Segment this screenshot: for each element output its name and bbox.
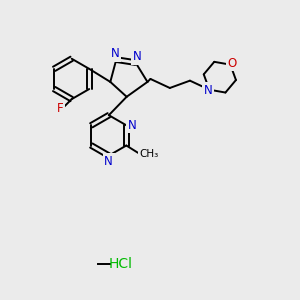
Text: N: N bbox=[110, 47, 119, 60]
Text: N: N bbox=[128, 119, 137, 132]
Text: F: F bbox=[57, 102, 64, 115]
Text: N: N bbox=[104, 155, 113, 168]
Text: CH₃: CH₃ bbox=[139, 149, 158, 159]
Text: N: N bbox=[133, 50, 141, 63]
Text: HCl: HCl bbox=[108, 257, 132, 272]
Text: O: O bbox=[227, 57, 236, 70]
Text: N: N bbox=[203, 84, 212, 97]
